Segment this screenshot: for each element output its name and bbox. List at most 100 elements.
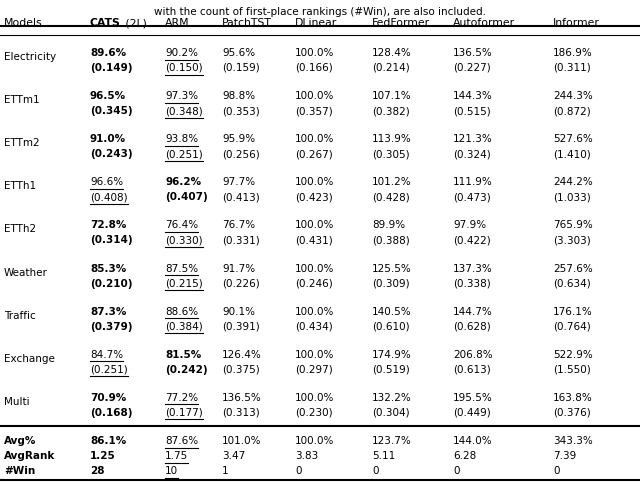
- Text: CATS: CATS: [90, 18, 121, 28]
- Text: ETTh1: ETTh1: [4, 182, 36, 191]
- Text: 0: 0: [372, 466, 378, 476]
- Text: (0.309): (0.309): [372, 279, 410, 288]
- Text: (0.314): (0.314): [90, 235, 132, 245]
- Text: 195.5%: 195.5%: [453, 393, 493, 403]
- Text: 100.0%: 100.0%: [295, 264, 334, 274]
- Text: 28: 28: [90, 466, 104, 476]
- Text: (0.431): (0.431): [295, 235, 333, 245]
- Text: (0.413): (0.413): [222, 192, 260, 203]
- Text: 132.2%: 132.2%: [372, 393, 412, 403]
- Text: (0.384): (0.384): [165, 322, 203, 332]
- Text: 91.7%: 91.7%: [222, 264, 255, 274]
- Text: (0.304): (0.304): [372, 408, 410, 418]
- Text: 76.7%: 76.7%: [222, 221, 255, 230]
- Text: 144.7%: 144.7%: [453, 306, 493, 317]
- Text: (0.256): (0.256): [222, 149, 260, 159]
- Text: FedFormer: FedFormer: [372, 18, 430, 28]
- Text: 97.3%: 97.3%: [165, 91, 198, 101]
- Text: 89.9%: 89.9%: [372, 221, 405, 230]
- Text: (1.550): (1.550): [553, 365, 591, 375]
- Text: 0: 0: [295, 466, 301, 476]
- Text: 3.83: 3.83: [295, 451, 318, 461]
- Text: 77.2%: 77.2%: [165, 393, 198, 403]
- Text: (0.610): (0.610): [372, 322, 410, 332]
- Text: Multi: Multi: [4, 397, 29, 407]
- Text: 522.9%: 522.9%: [553, 350, 593, 360]
- Text: (0.764): (0.764): [553, 322, 591, 332]
- Text: 176.1%: 176.1%: [553, 306, 593, 317]
- Text: 0: 0: [553, 466, 559, 476]
- Text: Traffic: Traffic: [4, 311, 36, 321]
- Text: 765.9%: 765.9%: [553, 221, 593, 230]
- Text: 343.3%: 343.3%: [553, 436, 593, 446]
- Text: (0.311): (0.311): [553, 63, 591, 73]
- Text: 100.0%: 100.0%: [295, 221, 334, 230]
- Text: 1.25: 1.25: [90, 451, 116, 461]
- Text: (0.357): (0.357): [295, 106, 333, 116]
- Text: 100.0%: 100.0%: [295, 350, 334, 360]
- Text: (0.407): (0.407): [165, 192, 208, 203]
- Text: (0.519): (0.519): [372, 365, 410, 375]
- Text: (0.376): (0.376): [553, 408, 591, 418]
- Text: ETTm1: ETTm1: [4, 95, 40, 105]
- Text: (0.634): (0.634): [553, 279, 591, 288]
- Text: (0.226): (0.226): [222, 279, 260, 288]
- Text: (0.473): (0.473): [453, 192, 491, 203]
- Text: Informer: Informer: [553, 18, 600, 28]
- Text: (0.305): (0.305): [372, 149, 410, 159]
- Text: 111.9%: 111.9%: [453, 177, 493, 187]
- Text: 98.8%: 98.8%: [222, 91, 255, 101]
- Text: (0.423): (0.423): [295, 192, 333, 203]
- Text: (0.215): (0.215): [165, 279, 203, 288]
- Text: AvgRank: AvgRank: [4, 451, 56, 461]
- Text: (0.613): (0.613): [453, 365, 491, 375]
- Text: (0.230): (0.230): [295, 408, 333, 418]
- Text: (0.348): (0.348): [165, 106, 203, 116]
- Text: (0.515): (0.515): [453, 106, 491, 116]
- Text: (0.324): (0.324): [453, 149, 491, 159]
- Text: (0.214): (0.214): [372, 63, 410, 73]
- Text: Avg%: Avg%: [4, 436, 36, 446]
- Text: 144.3%: 144.3%: [453, 91, 493, 101]
- Text: (0.375): (0.375): [222, 365, 260, 375]
- Text: (0.331): (0.331): [222, 235, 260, 245]
- Text: 87.6%: 87.6%: [165, 436, 198, 446]
- Text: 96.6%: 96.6%: [90, 177, 123, 187]
- Text: (0.166): (0.166): [295, 63, 333, 73]
- Text: 90.2%: 90.2%: [165, 48, 198, 58]
- Text: 123.7%: 123.7%: [372, 436, 412, 446]
- Text: 163.8%: 163.8%: [553, 393, 593, 403]
- Text: with the count of first-place rankings (#Win), are also included.: with the count of first-place rankings (…: [154, 7, 486, 17]
- Text: Autoformer: Autoformer: [453, 18, 515, 28]
- Text: 140.5%: 140.5%: [372, 306, 412, 317]
- Text: (0.150): (0.150): [165, 63, 203, 73]
- Text: 244.3%: 244.3%: [553, 91, 593, 101]
- Text: (0.251): (0.251): [165, 149, 203, 159]
- Text: 527.6%: 527.6%: [553, 134, 593, 144]
- Text: 96.2%: 96.2%: [165, 177, 201, 187]
- Text: PatchTST: PatchTST: [222, 18, 272, 28]
- Text: 100.0%: 100.0%: [295, 177, 334, 187]
- Text: 88.6%: 88.6%: [165, 306, 198, 317]
- Text: (0.210): (0.210): [90, 279, 132, 288]
- Text: 121.3%: 121.3%: [453, 134, 493, 144]
- Text: (0.267): (0.267): [295, 149, 333, 159]
- Text: (0.338): (0.338): [453, 279, 491, 288]
- Text: #Win: #Win: [4, 466, 35, 476]
- Text: (1.033): (1.033): [553, 192, 591, 203]
- Text: 100.0%: 100.0%: [295, 91, 334, 101]
- Text: Models: Models: [4, 18, 43, 28]
- Text: (0.391): (0.391): [222, 322, 260, 332]
- Text: Exchange: Exchange: [4, 354, 55, 364]
- Text: 96.5%: 96.5%: [90, 91, 126, 101]
- Text: 95.6%: 95.6%: [222, 48, 255, 58]
- Text: (0.434): (0.434): [295, 322, 333, 332]
- Text: 10: 10: [165, 466, 178, 476]
- Text: 100.0%: 100.0%: [295, 48, 334, 58]
- Text: 3.47: 3.47: [222, 451, 245, 461]
- Text: 101.2%: 101.2%: [372, 177, 412, 187]
- Text: 6.28: 6.28: [453, 451, 476, 461]
- Text: 206.8%: 206.8%: [453, 350, 493, 360]
- Text: 86.1%: 86.1%: [90, 436, 126, 446]
- Text: 93.8%: 93.8%: [165, 134, 198, 144]
